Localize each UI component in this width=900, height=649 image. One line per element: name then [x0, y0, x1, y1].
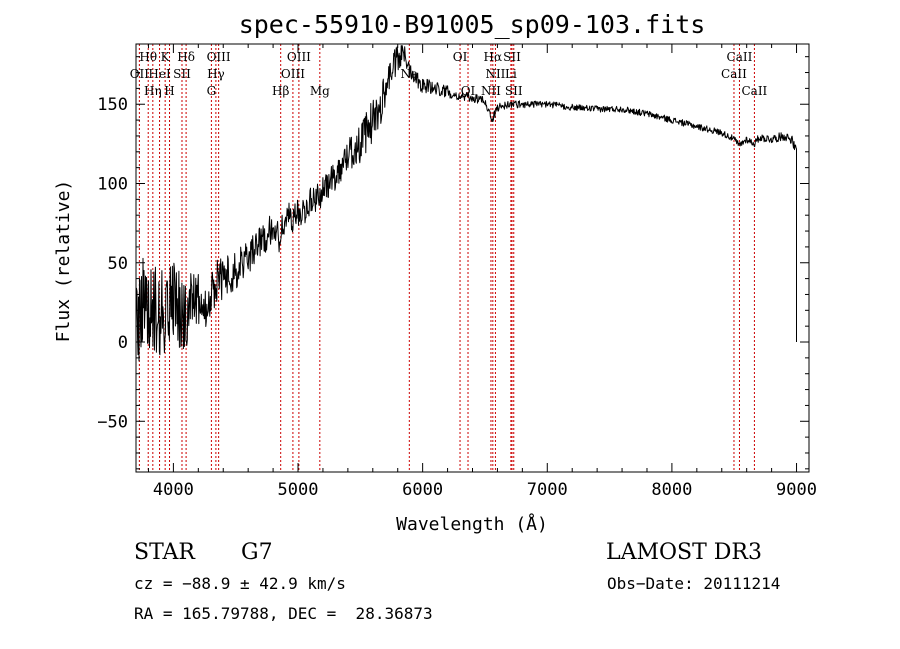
line-marker-label: SII [503, 50, 521, 64]
line-marker-label: CaII [741, 84, 767, 98]
line-marker-label: Mg [310, 84, 330, 98]
line-marker-label: OI [461, 84, 476, 98]
x-axis-ticks: 4000 5000 6000 7000 8000 9000 [147, 44, 817, 500]
line-marker-label: G [207, 84, 217, 98]
x-tick-label: 6000 [402, 480, 443, 500]
observation-date: Obs−Date: 20111214 [607, 574, 781, 593]
x-tick-label: 8000 [651, 480, 692, 500]
line-marker-label: OII [130, 67, 150, 81]
y-tick-label: 50 [108, 254, 128, 274]
y-tick-label: 150 [97, 95, 128, 115]
line-marker-label: Li [505, 67, 517, 81]
line-markers [138, 44, 755, 472]
line-marker-label: CaII [721, 67, 747, 81]
y-tick-label: −50 [97, 412, 128, 432]
line-marker-label: OI [453, 50, 468, 64]
sky-coordinates: RA = 165.79788, DEC = 28.36873 [134, 604, 433, 623]
x-tick-label: 4000 [153, 480, 194, 500]
line-marker-label: SII [505, 84, 523, 98]
line-marker-label: OIII [281, 67, 305, 81]
line-marker-labels: OIIHθHηHeIKHSIIHδGHγOIIIHβOIIIOIIIMgNaOI… [130, 50, 768, 98]
x-tick-label: 9000 [776, 480, 817, 500]
line-marker-label: Hβ [272, 84, 289, 98]
x-tick-label: 7000 [527, 480, 568, 500]
line-marker-label: OIII [287, 50, 311, 64]
line-marker-label: Hθ [139, 50, 157, 64]
x-tick-label: 5000 [278, 480, 319, 500]
y-axis-ticks: −50 0 50 100 150 [97, 56, 809, 470]
line-marker-label: K [161, 50, 171, 64]
line-marker-label: CaII [727, 50, 753, 64]
object-subclass: G7 [241, 540, 273, 565]
y-tick-label: 0 [118, 333, 128, 353]
line-marker-label: H [164, 84, 174, 98]
spectrum-series [135, 45, 797, 362]
x-axis-label: Wavelength (Å) [396, 513, 548, 535]
line-marker-label: NII [481, 84, 501, 98]
y-axis-label: Flux (relative) [53, 180, 74, 343]
line-marker-label: HeI [148, 67, 171, 81]
object-class: STAR [134, 540, 195, 565]
line-marker-label: Hδ [177, 50, 195, 64]
line-marker-label: OIII [207, 50, 231, 64]
y-tick-label: 100 [97, 174, 128, 194]
survey-name: LAMOST DR3 [606, 540, 762, 565]
line-marker-label: Hγ [207, 67, 225, 81]
spectrum-line [135, 45, 797, 362]
line-marker-label: Hη [144, 84, 162, 98]
chart-title: spec-55910-B91005_sp09-103.fits [239, 10, 706, 39]
redshift-cz: cz = −88.9 ± 42.9 km/s [134, 574, 346, 593]
line-marker-label: SII [173, 67, 191, 81]
line-marker-label: NII [485, 67, 505, 81]
line-marker-label: Hα [484, 50, 503, 64]
